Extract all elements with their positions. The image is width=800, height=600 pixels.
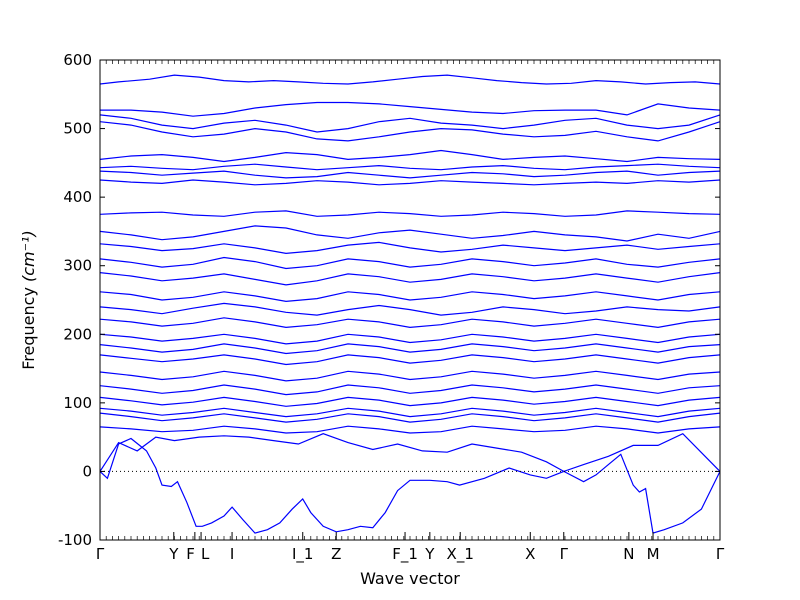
band-line-8 xyxy=(99,179,721,186)
x-axis-title: Wave vector xyxy=(360,569,460,588)
band-line-13 xyxy=(99,272,721,286)
band-line-6 xyxy=(99,163,721,171)
band-line-25 xyxy=(99,425,721,434)
band-line-5 xyxy=(99,149,721,163)
x-kpoint-label: M xyxy=(647,545,660,563)
y-axis-title-text: Frequency xyxy=(19,287,38,370)
x-kpoint-label: F xyxy=(186,545,195,563)
x-kpoint-label: N xyxy=(623,545,634,563)
band-line-24 xyxy=(99,412,721,423)
y-tick-label: 200 xyxy=(63,325,92,343)
band-line-9 xyxy=(99,210,721,217)
band-line-14 xyxy=(99,291,721,303)
y-tick-label: 600 xyxy=(63,51,92,69)
band-line-18 xyxy=(99,343,721,355)
y-tick-label: 400 xyxy=(63,188,92,206)
y-axis-title-unit: (cm⁻¹) xyxy=(19,230,38,282)
x-kpoint-label: Y xyxy=(168,545,179,563)
band-lines xyxy=(99,74,721,534)
x-kpoint-label: Γ xyxy=(560,545,569,563)
band-line-20 xyxy=(99,370,721,382)
x-kpoint-label: Y xyxy=(424,545,435,563)
band-line-19 xyxy=(99,354,721,366)
x-kpoint-label: Γ xyxy=(96,545,105,563)
band-line-7 xyxy=(99,170,721,179)
band-line-23 xyxy=(99,407,721,418)
y-tick-label: 500 xyxy=(63,120,92,138)
band-line-16 xyxy=(99,317,721,329)
band-line-12 xyxy=(99,256,721,270)
band-line-1 xyxy=(99,74,721,85)
band-line-10 xyxy=(99,225,721,242)
y-axis-title: Frequency (cm⁻¹) xyxy=(19,230,38,369)
band-line-3 xyxy=(99,114,721,133)
y-tick-label: 0 xyxy=(82,462,92,480)
band-line-4 xyxy=(99,121,721,142)
x-kpoint-label: X_1 xyxy=(447,545,474,564)
band-line-17 xyxy=(99,333,721,345)
band-line-27 xyxy=(99,437,721,534)
band-line-22 xyxy=(99,396,721,407)
x-kpoint-label: X xyxy=(525,545,535,563)
plot-frame xyxy=(99,59,721,541)
y-tick-label: -100 xyxy=(58,531,92,549)
band-line-21 xyxy=(99,384,721,396)
y-tick-label: 300 xyxy=(63,257,92,275)
x-kpoint-label: I xyxy=(230,545,234,563)
x-kpoint-label: Z xyxy=(331,545,341,563)
y-tick-label: 100 xyxy=(63,394,92,412)
x-kpoint-label: F_1 xyxy=(392,545,418,564)
band-line-15 xyxy=(99,302,721,316)
band-line-26 xyxy=(99,432,721,473)
y-axis: -100 0 100 200 300 400 500 600 xyxy=(58,51,720,549)
x-kpoint-label: L xyxy=(201,545,210,563)
band-line-2 xyxy=(100,101,721,117)
band-line-11 xyxy=(99,241,721,255)
x-kpoint-label: I_1 xyxy=(292,545,313,564)
x-axis: Γ Y F L I I_1 Z F_1 Y X_1 X Γ N M Γ xyxy=(96,60,725,564)
x-kpoint-label: Γ xyxy=(716,545,725,563)
